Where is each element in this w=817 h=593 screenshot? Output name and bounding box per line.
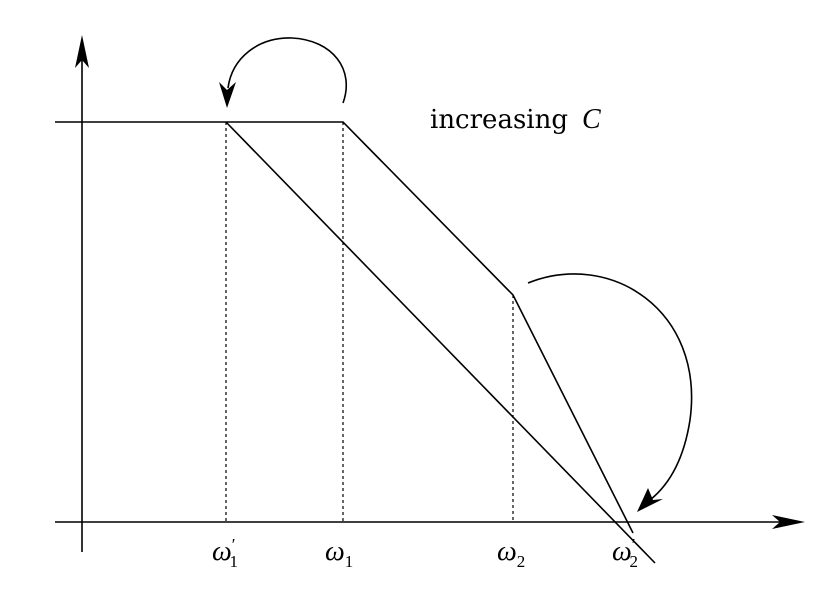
annotation-text: increasing: [430, 105, 568, 135]
y-axis-arrowhead: [75, 35, 89, 68]
top-curved-arrow: [227, 37, 348, 104]
original-response-curve: [55, 121, 634, 534]
tick-label-omega1: ω1: [325, 536, 353, 571]
tick-label-omega1-prime: ω′ 1: [212, 535, 238, 571]
tick-label-omega2-prime: ω′ 2: [612, 535, 638, 571]
shifted-response-curve: [225, 121, 656, 564]
tick-label-omega2: ω2: [497, 536, 525, 571]
right-curved-arrow: [527, 273, 693, 501]
annotation-variable: C: [582, 104, 601, 135]
right-curved-arrowhead: [637, 488, 663, 512]
top-curved-arrowhead: [219, 82, 236, 108]
x-axis-arrowhead: [772, 515, 805, 529]
annotation-label: increasing C: [430, 104, 601, 135]
